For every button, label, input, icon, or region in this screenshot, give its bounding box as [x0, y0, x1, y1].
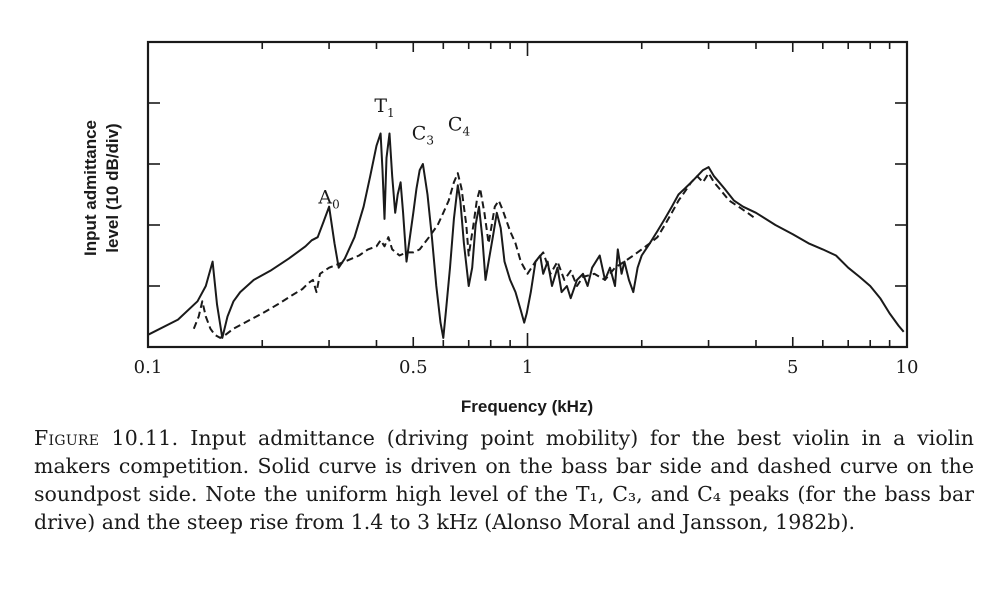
caption-lead: Figure 10.11.: [34, 426, 179, 450]
axis-ticks: [148, 42, 907, 347]
x-tick-label: 5: [787, 357, 798, 378]
peak-labels: A0 T1 C3 C4: [317, 95, 470, 211]
x-tick-label: 10: [896, 357, 919, 378]
peak-label: C3: [412, 123, 434, 148]
peak-label: T1: [374, 95, 394, 120]
x-tick-label: 1: [522, 357, 533, 378]
x-tick-labels: 0.1 0.5 1 5 10: [134, 357, 919, 378]
y-axis-title-line-1: Input admittance: [81, 120, 100, 256]
plot-frame: [146, 40, 909, 349]
y-axis-title: Input admittance level (10 dB/div): [81, 120, 122, 256]
peak-label: A0: [317, 187, 339, 212]
dashed-curve-soundpost: [192, 172, 757, 339]
x-axis-title: Frequency (kHz): [461, 397, 593, 416]
figure-caption: Figure 10.11. Input admittance (driving …: [34, 424, 974, 536]
caption-text: Input admittance (driving point mobility…: [34, 426, 974, 534]
x-tick-label: 0.1: [134, 357, 163, 378]
x-tick-label: 0.5: [399, 357, 428, 378]
solid-curve-bassbar: [147, 132, 905, 339]
y-axis-title-line-2: level (10 dB/div): [103, 123, 122, 252]
curves: [147, 132, 905, 339]
peak-label: C4: [448, 113, 471, 138]
